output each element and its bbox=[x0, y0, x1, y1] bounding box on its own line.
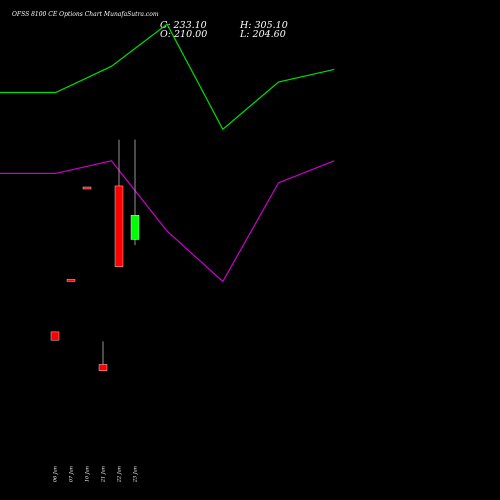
candle-6 bbox=[130, 139, 140, 246]
chart-title: OFSS 8100 CE Options Chart MunafaSutra.c… bbox=[12, 11, 159, 18]
ohlc-open: O: 210.00 bbox=[160, 29, 207, 40]
candle-4 bbox=[98, 341, 108, 371]
candle-body bbox=[50, 331, 60, 341]
ohlc-close: C: 233.10 bbox=[160, 20, 207, 31]
band-line-2 bbox=[0, 160, 335, 283]
x-tick-label: 23 Jan bbox=[133, 466, 139, 483]
x-tick-label: 21 Jan bbox=[101, 466, 107, 483]
x-tick-label: 10 Jan bbox=[85, 466, 91, 482]
candle-body bbox=[130, 215, 140, 240]
candles bbox=[50, 139, 140, 371]
band-line-1 bbox=[0, 23, 335, 131]
candle-2 bbox=[66, 279, 76, 282]
candle-body bbox=[114, 185, 124, 267]
ohlc-low: L: 204.60 bbox=[239, 29, 286, 40]
candle-body bbox=[82, 186, 92, 190]
ohlc-high: H: 305.10 bbox=[239, 20, 288, 31]
x-axis-ticks: 06 Jan 07 Jan 10 Jan 21 Jan 22 Jan 23 Jan bbox=[53, 466, 139, 483]
x-tick-label: 06 Jan bbox=[53, 466, 59, 482]
x-tick-label: 22 Jan bbox=[117, 466, 123, 483]
candle-3 bbox=[82, 186, 92, 190]
candle-1 bbox=[50, 331, 60, 341]
x-tick-label: 07 Jan bbox=[69, 466, 75, 482]
candle-5 bbox=[114, 139, 124, 267]
candle-body bbox=[66, 279, 76, 282]
band-lines bbox=[0, 23, 335, 283]
candle-body bbox=[98, 364, 108, 371]
